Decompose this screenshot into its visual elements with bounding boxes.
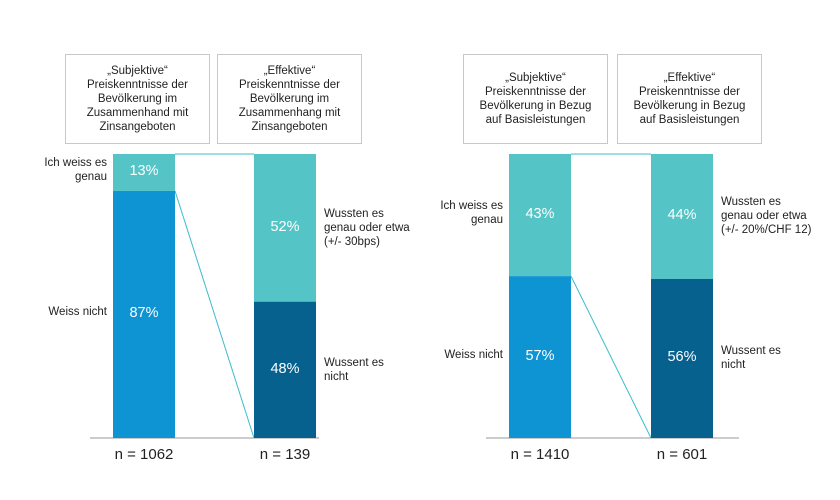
value-label: 13% (129, 163, 159, 180)
sample-size-label: n = 1410 (510, 446, 570, 463)
bar-segment (254, 301, 316, 438)
bar-header: „Subjektive“ Preiskenntnisse der Bevölke… (65, 54, 210, 144)
value-label: 44% (667, 207, 697, 224)
category-label: Ich weiss es genau (44, 157, 107, 184)
category-label: Ich weiss es genau (440, 200, 503, 227)
bar-segment (254, 154, 316, 302)
value-label: 87% (129, 305, 159, 322)
sample-size-label: n = 601 (656, 446, 708, 463)
bar-segment (651, 154, 713, 279)
connector-line (174, 190, 255, 439)
value-label: 48% (270, 360, 300, 377)
bar-segment (509, 154, 571, 277)
category-label: Wussent es nicht (721, 345, 781, 372)
connector-line (570, 275, 652, 439)
bar-header: „Effektive“ Preiskenntnisse der Bevölker… (217, 54, 362, 144)
value-label: 52% (270, 218, 300, 235)
category-label: Wussent es nicht (324, 356, 384, 383)
category-label: Wussten es genau oder etwa (+/- 20%/CHF … (721, 196, 812, 237)
category-label: Weiss nicht (48, 306, 107, 319)
bar-header: „Subjektive“ Preiskenntnisse der Bevölke… (463, 54, 608, 144)
category-label: Weiss nicht (444, 349, 503, 362)
bar-segment (113, 190, 175, 438)
bar-segment (509, 276, 571, 438)
value-label: 57% (525, 348, 555, 365)
value-label: 56% (667, 349, 697, 366)
category-label: Wussten es genau oder etwa (+/- 30bps) (324, 207, 410, 248)
bar-header: „Effektive“ Preiskenntnisse der Bevölker… (617, 54, 762, 144)
bar-segment (651, 278, 713, 438)
sample-size-label: n = 139 (259, 446, 311, 463)
bar-segment (113, 154, 175, 191)
value-label: 43% (525, 206, 555, 223)
sample-size-label: n = 1062 (114, 446, 174, 463)
